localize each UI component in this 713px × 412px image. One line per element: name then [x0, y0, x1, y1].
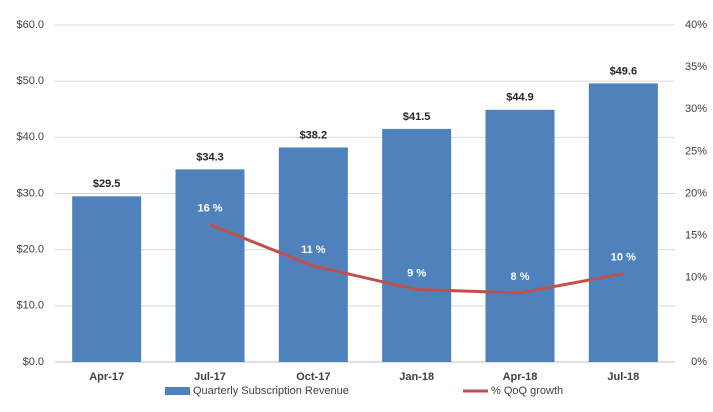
bar [382, 128, 452, 362]
data-label: $44.9 [506, 92, 534, 104]
legend-label: Quarterly Subscription Revenue [193, 385, 349, 397]
data-label: 11 % [301, 244, 326, 256]
y2-tick-label: 25% [685, 145, 707, 157]
x-tick-label: Jul-18 [607, 371, 639, 383]
data-label: 8 % [511, 271, 530, 283]
y-tick-label: $50.0 [16, 75, 44, 87]
y2-tick-label: 35% [685, 61, 707, 73]
legend-marker [165, 387, 190, 395]
y2-tick-label: 10% [685, 272, 707, 284]
bar [278, 147, 348, 362]
data-label: $41.5 [403, 111, 431, 123]
y-tick-label: $30.0 [16, 187, 44, 199]
data-label: $49.6 [610, 65, 638, 77]
data-label: 10 % [611, 251, 636, 263]
bar [175, 169, 245, 362]
data-label: $34.3 [196, 151, 224, 163]
x-tick-label: Apr-17 [89, 371, 124, 383]
y2-tick-label: 15% [685, 230, 707, 242]
y2-tick-label: 5% [691, 314, 707, 326]
legend-label: % QoQ growth [491, 385, 563, 397]
x-tick-label: Jan-18 [399, 371, 434, 383]
x-tick-label: Oct-17 [296, 371, 330, 383]
y2-tick-label: 30% [685, 103, 707, 115]
data-label: $38.2 [300, 129, 328, 141]
bar [485, 109, 555, 362]
data-label: $29.5 [93, 178, 121, 190]
x-tick-label: Apr-18 [503, 371, 538, 383]
x-tick-label: Jul-17 [194, 371, 226, 383]
y-tick-label: $0.0 [23, 356, 44, 368]
y-tick-label: $60.0 [16, 19, 44, 31]
y-tick-label: $40.0 [16, 131, 44, 143]
y2-tick-label: 40% [685, 19, 707, 31]
y2-tick-label: 0% [691, 356, 707, 368]
bar [588, 83, 658, 362]
line [209, 223, 624, 295]
bar [72, 196, 142, 362]
y-tick-label: $10.0 [16, 300, 44, 312]
data-label: 9 % [407, 267, 426, 279]
y2-tick-label: 20% [685, 187, 707, 199]
data-label: 16 % [197, 203, 222, 215]
y-tick-label: $20.0 [16, 244, 44, 256]
